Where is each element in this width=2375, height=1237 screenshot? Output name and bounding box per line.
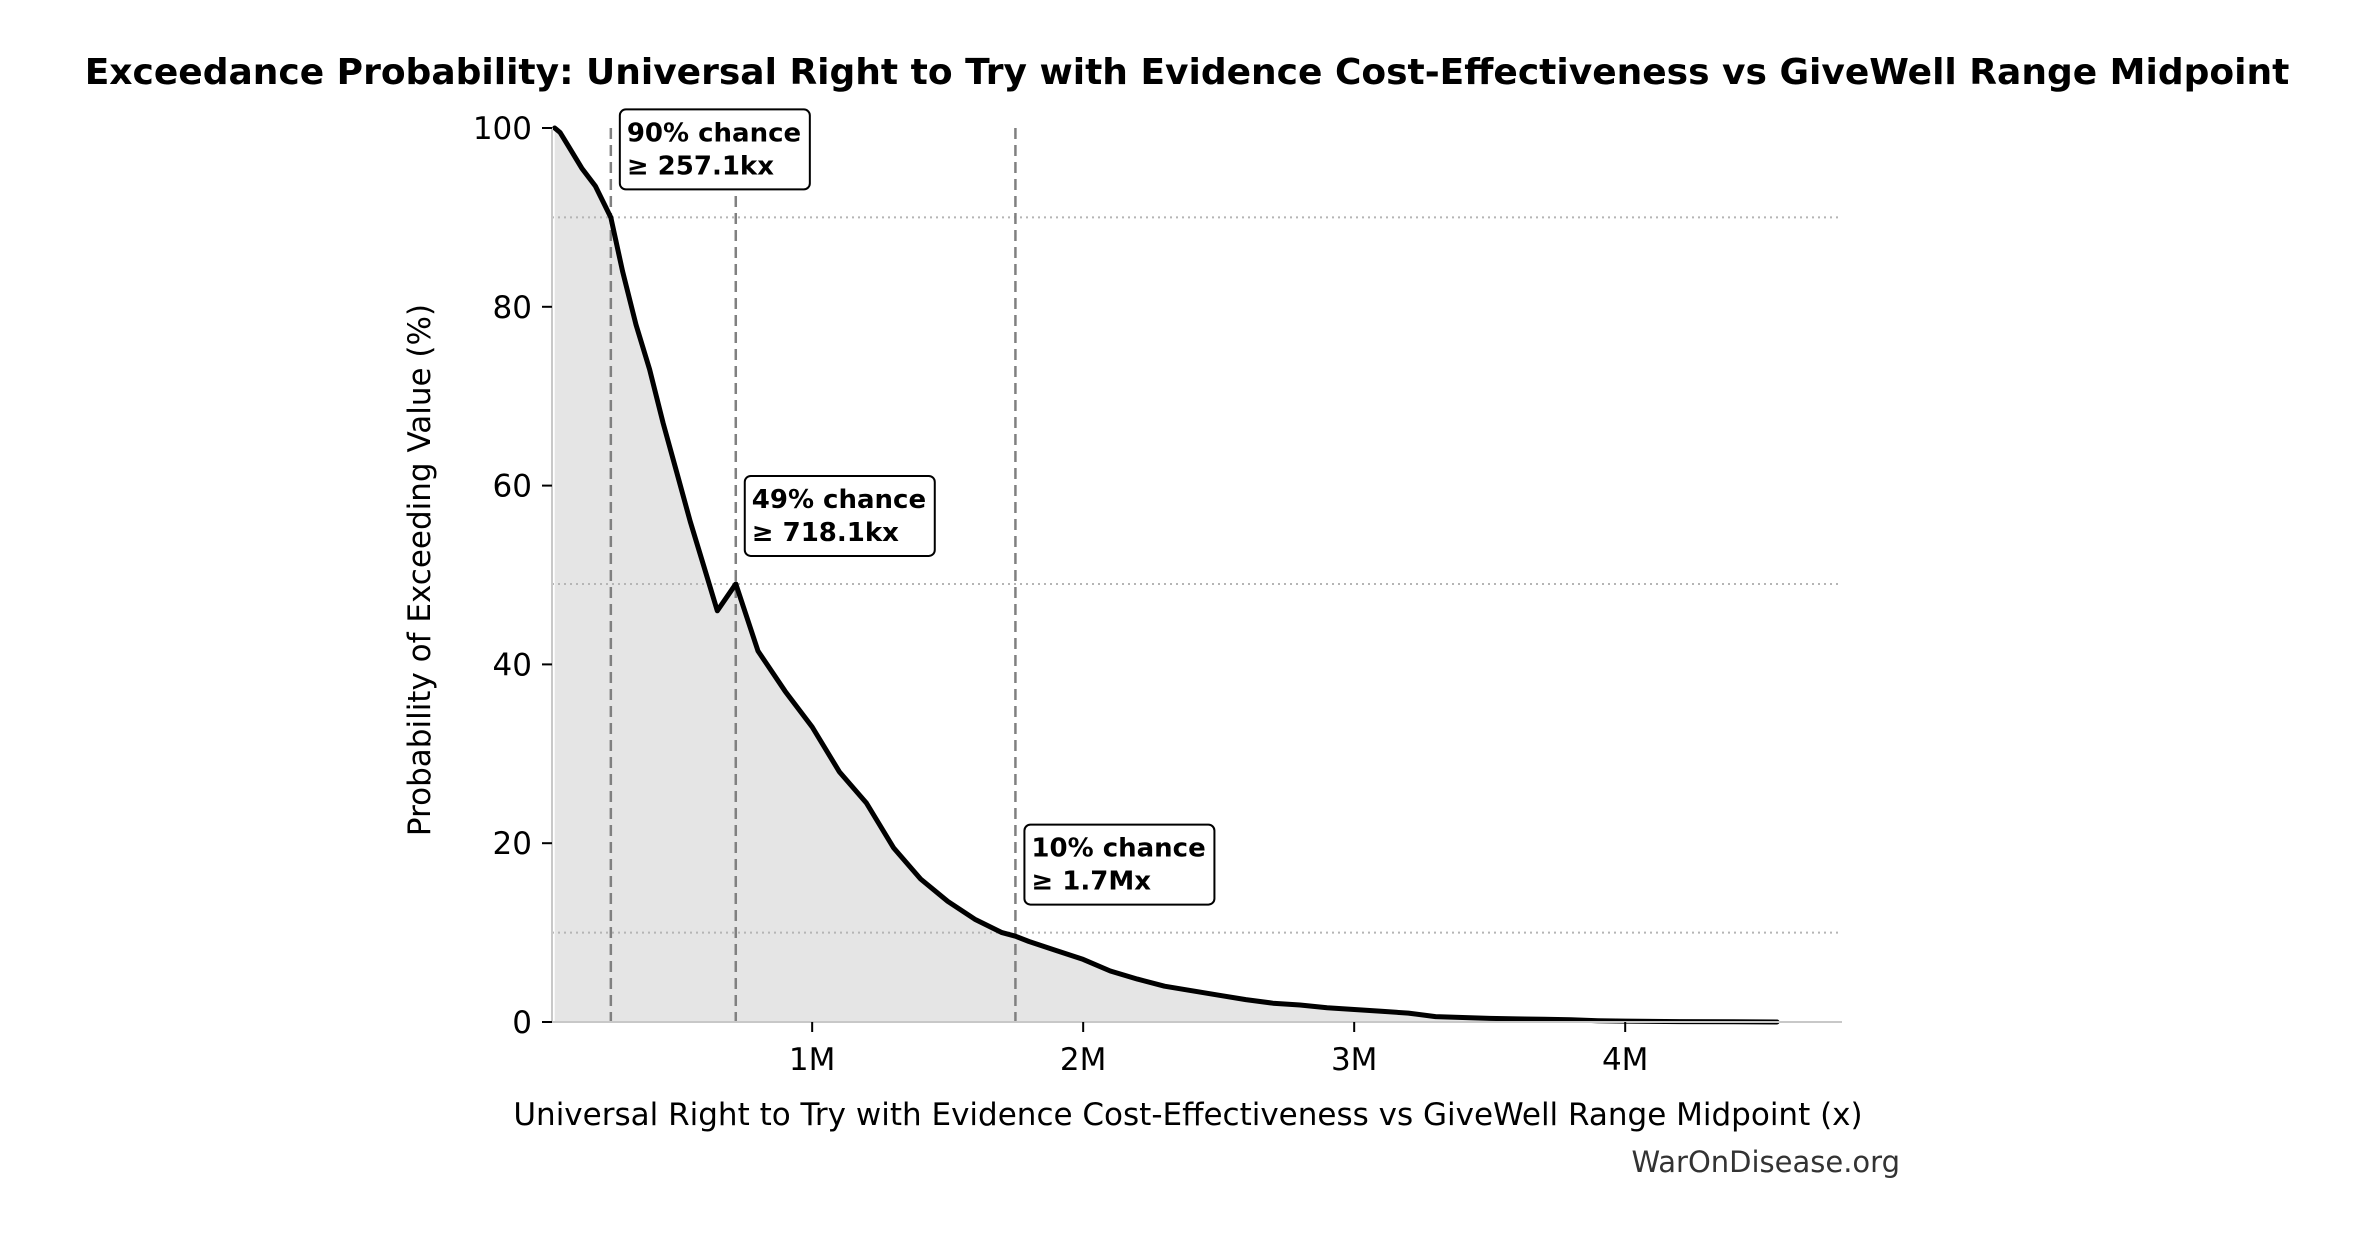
credit-label: WarOnDisease.org xyxy=(1631,1145,1900,1179)
plot-area: 0 20 40 60 80 100 1M 2M 3M 4M 90% chance≥ 257.1kx 4… xyxy=(473,108,1842,1078)
annotation-box-3 xyxy=(1023,823,1216,906)
y-tick-label: 80 xyxy=(493,290,532,326)
exceedance-curve xyxy=(552,125,1780,1025)
x-tick-label: 2M xyxy=(1060,1042,1106,1078)
chart-title: Exceedance Probability: Universal Right … xyxy=(85,52,2290,93)
y-tick-label: 40 xyxy=(493,647,532,683)
y-tick-label: 0 xyxy=(512,1005,532,1041)
y-tick-label: 20 xyxy=(493,826,532,862)
x-tick-label: 1M xyxy=(789,1042,835,1078)
annotation-threshold-3: ≥ 1.7Mx xyxy=(1031,867,1151,897)
y-axis-label: Probability of Exceeding Value (%) xyxy=(402,304,438,836)
annotation-probability-1: 90% chance xyxy=(627,118,801,148)
x-tick-label: 3M xyxy=(1331,1042,1377,1078)
y-tick-label: 60 xyxy=(493,469,532,505)
annotation-box-2 xyxy=(743,474,936,557)
annotation-probability-2: 49% chance xyxy=(752,485,926,515)
annotation-threshold-2: ≥ 718.1kx xyxy=(752,518,899,548)
y-tick-label: 100 xyxy=(473,111,532,147)
x-tick-label: 4M xyxy=(1602,1042,1648,1078)
annotation-threshold-1: ≥ 257.1kx xyxy=(627,151,774,181)
annotation-box-1 xyxy=(618,108,811,191)
x-axis-label: Universal Right to Try with Evidence Cos… xyxy=(513,1097,1862,1133)
annotation-probability-3: 10% chance xyxy=(1031,834,1205,864)
